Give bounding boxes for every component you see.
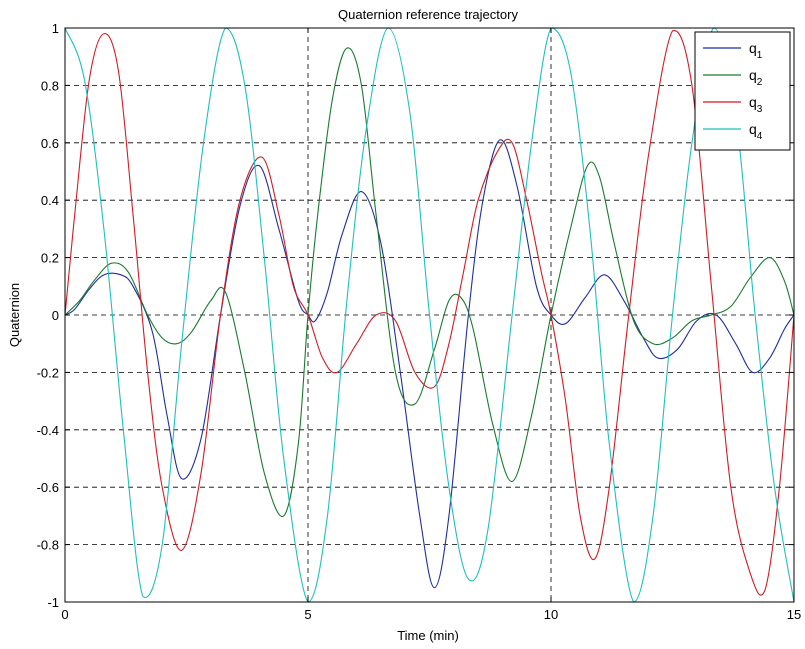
chart-title: Quaternion reference trajectory [338,7,518,22]
series-line-q2 [64,47,795,517]
legend-label-q4: q4 [749,121,763,142]
y-tick-label: -0.8 [37,538,59,553]
series-lines [64,27,795,603]
legend-label-q2: q2 [749,67,763,88]
series-line-q3 [64,30,795,596]
x-tick-label: 15 [787,607,801,622]
y-tick-label: 0.8 [41,78,59,93]
y-tick-label: -0.4 [37,423,59,438]
series-line-q4 [64,27,795,603]
axis-tick-labels: 0 5 10 15 -1 -0.8 -0.6 -0.4 -0.2 0 0.2 0.4 0.6 0.8 1 [37,21,802,622]
y-tick-label: 0 [52,308,59,323]
x-tick-label: 0 [61,607,68,622]
y-axis-title: Quaternion [7,283,22,347]
y-tick-label: -0.6 [37,480,59,495]
x-tick-label: 5 [304,607,311,622]
series-line-q1 [64,139,795,589]
legend-box [694,31,791,151]
y-tick-label: -0.2 [37,365,59,380]
y-tick-label: 0.6 [41,136,59,151]
legend: q1 q2 q3 q4 [694,31,791,151]
y-tick-label: 1 [52,21,59,36]
y-tick-label: 0.4 [41,193,59,208]
legend-label-q3: q3 [749,94,763,115]
y-tick-label: -1 [47,595,59,610]
x-axis-title: Time (min) [397,628,459,643]
y-tick-label: 0.2 [41,251,59,266]
legend-label-q1: q1 [749,40,763,61]
x-tick-label: 10 [544,607,558,622]
